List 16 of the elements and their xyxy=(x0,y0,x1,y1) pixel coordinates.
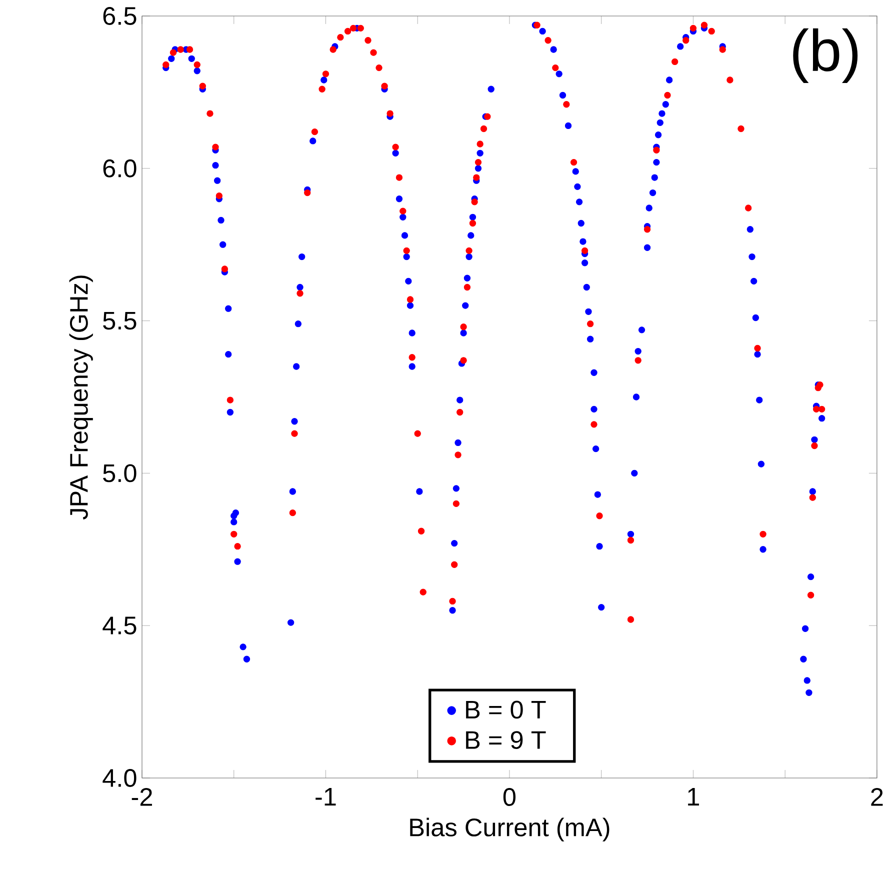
y-tick-label: 5.0 xyxy=(103,464,136,482)
x-axis-title: Bias Current (mA) xyxy=(410,818,610,842)
y-tick-label: 4.0 xyxy=(102,769,136,787)
legend-label: B = 0 T xyxy=(466,700,546,719)
annotation: (b) xyxy=(793,28,858,83)
y-tick-label: 5.5 xyxy=(103,312,136,330)
x-tick-label: 0 xyxy=(503,788,516,806)
y-axis-title: JPA Frequency (GHz) xyxy=(69,276,93,520)
y-tick-label: 4.5 xyxy=(102,616,136,634)
x-tick-label: 2 xyxy=(871,788,883,806)
x-tick-label: -2 xyxy=(132,788,152,806)
y-tick-label: 6.5 xyxy=(103,7,136,25)
x-tick-label: 1 xyxy=(688,788,699,806)
x-tick-label: -1 xyxy=(316,788,336,806)
legend-label: B = 9 T xyxy=(466,731,546,750)
y-tick-label: 6.0 xyxy=(103,159,136,178)
